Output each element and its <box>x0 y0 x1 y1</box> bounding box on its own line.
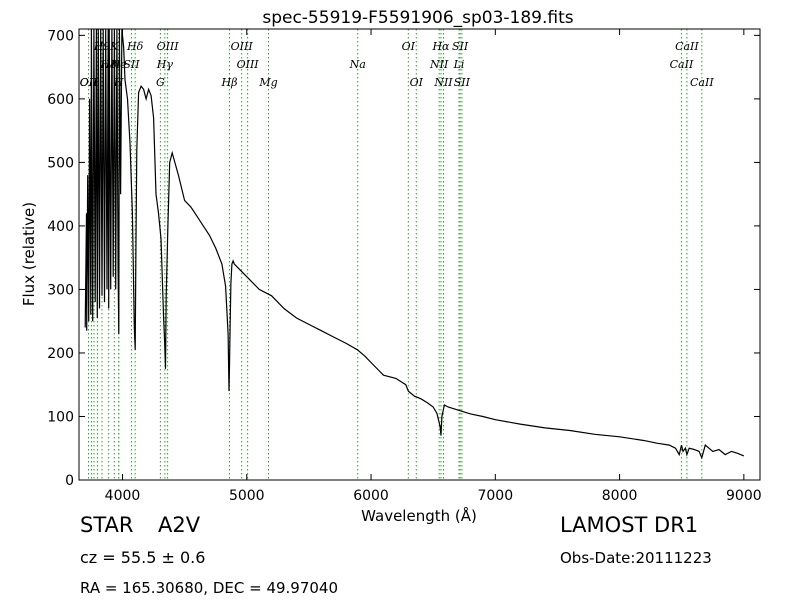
spectrum-series <box>84 28 745 460</box>
line-annotation: Na <box>349 58 366 71</box>
observation-date: Obs-Date:20111223 <box>560 549 712 567</box>
survey-name: LAMOST DR1 <box>560 513 699 537</box>
y-tick-label: 400 <box>47 219 74 235</box>
line-annotation: OII <box>80 76 98 89</box>
line-annotation: Hα <box>431 40 450 53</box>
chart-title: spec-55919-F5591906_sp03-189.fits <box>262 8 573 28</box>
y-axis-label: Flux (relative) <box>20 202 38 306</box>
redshift-value: cz = 55.5 ± 0.6 <box>80 548 206 567</box>
x-tick-label: 9000 <box>726 488 762 504</box>
line-annotation: OIII <box>231 40 254 53</box>
y-tick-label: 300 <box>47 282 74 298</box>
line-annotation: Hγ <box>156 58 174 71</box>
line-annotation: H <box>113 76 124 89</box>
line-annotation: Mg <box>258 76 277 89</box>
line-annotation: OI <box>410 76 424 89</box>
coordinates: RA = 165.30680, DEC = 49.97040 <box>80 579 339 597</box>
x-tick-label: 7000 <box>477 488 513 504</box>
y-tick-label: 500 <box>47 155 74 171</box>
line-markers <box>88 29 703 480</box>
plot-frame <box>78 28 761 481</box>
line-annotation: OI <box>402 40 416 53</box>
line-annotation: OIII <box>237 58 260 71</box>
x-axis: 4000 5000 6000 7000 8000 9000 <box>105 29 762 504</box>
line-annotation: CaII <box>690 76 714 89</box>
line-annotation: CaII <box>670 58 694 71</box>
y-tick-label: 600 <box>47 92 74 108</box>
line-annotation: NII <box>433 76 453 89</box>
y-tick-label: 200 <box>47 346 74 362</box>
line-annotation: SII <box>123 58 140 71</box>
line-annotation: Li <box>453 58 465 71</box>
x-tick-label: 8000 <box>602 488 638 504</box>
line-annotation: Hδ <box>126 40 144 53</box>
y-tick-label: 100 <box>47 409 74 425</box>
x-tick-label: 5000 <box>229 488 265 504</box>
line-annotation: Hβ <box>221 76 238 89</box>
y-tick-label: 700 <box>47 28 74 44</box>
line-annotation: NII <box>429 58 449 71</box>
line-annotation: CaII <box>675 40 699 53</box>
y-axis: 0 100 200 300 400 500 600 700 <box>47 28 760 489</box>
line-annotation: OIII <box>157 40 180 53</box>
x-tick-label: 6000 <box>353 488 389 504</box>
object-subclass: A2V <box>158 513 201 537</box>
line-annotation: SII <box>452 40 469 53</box>
y-tick-label: 0 <box>65 473 74 489</box>
x-tick-label: 4000 <box>105 488 141 504</box>
line-annotation: G <box>156 76 165 89</box>
x-axis-label: Wavelength (Å) <box>361 506 477 525</box>
object-class: STAR <box>80 513 134 537</box>
line-annotation: SII <box>454 76 471 89</box>
